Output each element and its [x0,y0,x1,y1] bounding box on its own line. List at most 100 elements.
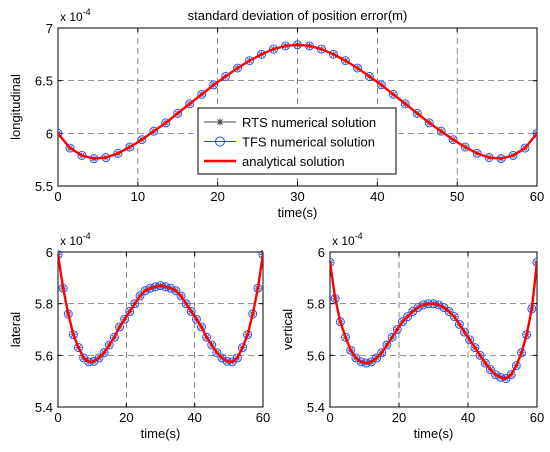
tfs-point [238,343,247,353]
legend-item: RTS numerical solution [204,115,376,130]
tfs-point [191,314,201,324]
tfs-point [475,350,485,360]
legend-item: TFS numerical solution [204,135,375,150]
legend-label: analytical solution [242,154,345,169]
exponent-power: -4 [83,231,91,241]
x-axis-label: time(s) [278,205,318,220]
tfs-point [257,49,267,59]
chart-3: 0 20 40 60 5.4 5.6 5.8 6 x 10-4 time(s) vertical [280,231,544,441]
y-tick-label: 5.4 [35,400,53,415]
x-axis-label: time(s) [141,426,181,441]
x-tick-label: 50 [450,189,464,204]
legend-marker-circle [215,136,225,147]
axes-frame [57,251,264,408]
tfs-point [330,257,335,267]
tfs-point [341,332,350,342]
tfs-point [58,250,63,260]
tfs-point [120,314,130,324]
tfs-point [161,118,171,128]
axis-exponent-label: x 10-4 [60,7,91,24]
tfs-point [460,327,469,337]
series-analytical-line [58,254,263,363]
legend-box [197,107,397,175]
tfs-point [258,250,263,260]
tfs-point [444,306,454,316]
chart-1: 0 10 20 30 40 50 60 5.5 6 6.5 7 x 10-4 standard devi… [8,7,544,220]
axis-exponent-label: x 10-4 [332,231,363,248]
tfs-point [74,343,83,353]
tfs-point [511,361,521,371]
x-tick-label: 60 [256,410,270,425]
y-tick-label: 7 [46,21,53,36]
series-group [58,40,537,164]
tfs-point [424,118,434,128]
x-tick-label: 60 [530,189,544,204]
y-tick-label: 5.8 [307,297,325,312]
tfs-point [149,126,159,136]
tfs-point [388,89,398,99]
tfs-point [436,126,446,136]
tfs-point [217,353,227,363]
y-tick-label: 5.4 [307,400,325,415]
tfs-point [113,148,123,158]
x-tick-label: 0 [54,189,61,204]
y-axis-label: vertical [280,309,295,350]
exponent-base: x 10 [60,234,83,248]
tfs-point [115,322,124,332]
legend-label: RTS numerical solution [242,115,376,130]
tfs-point [382,340,392,350]
axis-exponent-label: x 10-4 [60,231,91,248]
x-tick-label: 40 [461,410,475,425]
tfs-point [340,56,350,66]
tfs-point [125,142,135,152]
y-axis-label: longitudinal [8,74,23,140]
tfs-point [372,353,382,363]
x-tick-label: 20 [392,410,406,425]
tfs-point [125,306,135,316]
grid [58,252,263,407]
tfs-point [449,312,459,322]
tfs-point [197,89,207,99]
tfs-point [109,332,119,342]
x-tick-label: 20 [119,410,133,425]
series-group [330,257,537,384]
tfs-point [387,332,397,342]
series-analytical-line [330,262,537,380]
tfs-point [221,72,231,81]
tfs-point [186,306,196,316]
chart-2: 0 20 40 60 5.4 5.6 5.8 6 x 10-4 time(s) lateral [8,231,270,441]
tfs-point [392,325,402,334]
tfs-point [520,143,530,153]
tfs-point [104,340,114,350]
x-tick-label: 30 [290,189,304,204]
tfs-point [171,286,181,296]
tfs-point [209,80,219,90]
tfs-point [403,312,413,322]
tfs-point [176,291,186,301]
x-tick-label: 40 [187,410,201,425]
tfs-point [232,353,242,363]
exponent-base: x 10 [332,234,355,248]
tfs-point [480,358,490,368]
plot-area [330,252,537,407]
tfs-point [65,143,75,153]
x-tick-label: 40 [370,189,384,204]
tfs-point [352,63,362,73]
tfs-point [376,80,386,90]
x-tick-label: 10 [131,189,145,204]
tfs-point [173,108,183,118]
tfs-point [532,257,537,267]
tfs-point [364,72,374,81]
legend-item: analytical solution [204,154,345,169]
tfs-point [448,135,458,145]
tfs-point [197,322,206,332]
tfs-point [130,299,140,309]
tfs-point [181,299,191,309]
tfs-point [398,317,407,327]
series-analytical-line [58,43,537,160]
tfs-point [454,319,464,329]
tfs-point [233,63,243,73]
x-tick-label: 0 [326,410,333,425]
y-tick-label: 6 [46,126,53,141]
